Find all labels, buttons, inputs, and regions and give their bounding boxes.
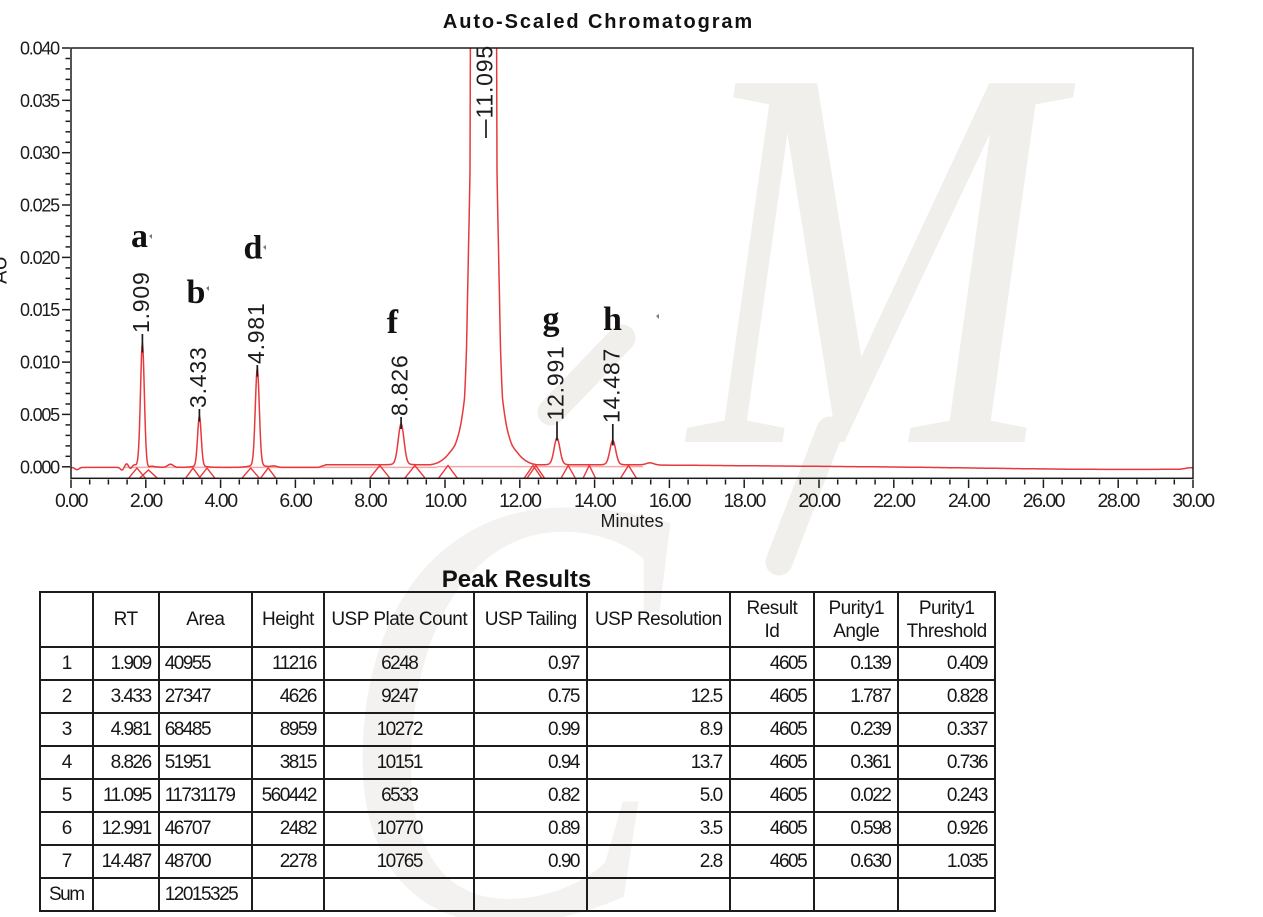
svg-text:0.030: 0.030 <box>20 143 60 163</box>
svg-text:1.909: 1.909 <box>128 271 154 333</box>
svg-text:h: h <box>603 301 622 338</box>
svg-text:AU: AU <box>0 256 12 284</box>
svg-text:14.487: 14.487 <box>598 348 624 423</box>
svg-text:22.00: 22.00 <box>873 490 916 512</box>
svg-text:M: M <box>683 0 1080 561</box>
svg-text:0.040: 0.040 <box>20 39 60 59</box>
svg-text:30.00: 30.00 <box>1172 490 1215 512</box>
svg-text:4.00: 4.00 <box>205 490 239 512</box>
svg-text:8.826: 8.826 <box>387 354 413 416</box>
svg-text:0.025: 0.025 <box>20 196 60 216</box>
svg-text:26.00: 26.00 <box>1023 490 1066 512</box>
svg-text:12.991: 12.991 <box>543 345 569 420</box>
svg-text:0.00: 0.00 <box>55 490 89 512</box>
svg-text:6.00: 6.00 <box>279 490 313 512</box>
svg-text:10.00: 10.00 <box>424 490 467 512</box>
svg-text:g: g <box>543 301 560 338</box>
svg-text:14.00: 14.00 <box>574 490 617 512</box>
svg-text:b: b <box>187 274 206 311</box>
svg-text:0.010: 0.010 <box>20 353 60 373</box>
svg-text:28.00: 28.00 <box>1098 490 1141 512</box>
svg-text:Auto-Scaled Chromatogram: Auto-Scaled Chromatogram <box>443 11 754 33</box>
svg-text:3.433: 3.433 <box>185 346 211 408</box>
svg-text:12.00: 12.00 <box>499 490 542 512</box>
svg-text:f: f <box>387 304 399 341</box>
svg-text:18.00: 18.00 <box>724 490 767 512</box>
svg-text:8.00: 8.00 <box>354 490 388 512</box>
svg-text:a: a <box>131 218 148 255</box>
svg-text:16.00: 16.00 <box>649 490 692 512</box>
svg-text:0.015: 0.015 <box>20 300 60 320</box>
svg-text:0.000: 0.000 <box>20 457 60 477</box>
svg-text:4.981: 4.981 <box>243 302 269 364</box>
svg-text:0.005: 0.005 <box>20 405 60 425</box>
svg-text:24.00: 24.00 <box>948 490 991 512</box>
svg-text:20.00: 20.00 <box>798 490 841 512</box>
svg-text:Minutes: Minutes <box>600 511 663 531</box>
svg-text:0.020: 0.020 <box>20 248 60 268</box>
svg-text:2.00: 2.00 <box>130 490 164 512</box>
svg-text:0.035: 0.035 <box>20 91 60 111</box>
svg-text:11.095: 11.095 <box>472 45 498 118</box>
svg-text:d: d <box>244 230 263 267</box>
